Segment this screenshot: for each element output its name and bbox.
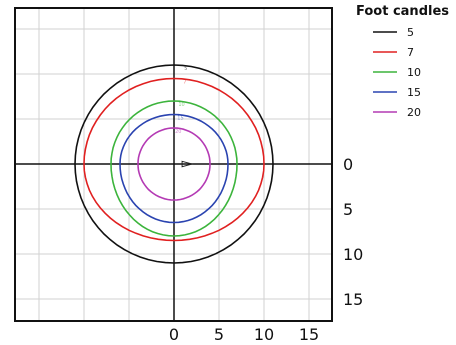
- plot-frame: [14, 7, 333, 322]
- legend-label-5: 5: [407, 26, 414, 39]
- origin-marker-icon: [181, 160, 194, 168]
- y-tick-label: 10: [343, 245, 363, 264]
- legend-label-15: 15: [407, 86, 421, 99]
- legend-label-7: 7: [407, 46, 414, 59]
- tick-labels: 0 5 10 15 0 5 10 15: [169, 155, 363, 344]
- contour-line-15: [119, 113, 229, 224]
- y-tick-label: 0: [343, 155, 353, 174]
- origin-marker-group: [181, 160, 194, 168]
- x-tick-label: 15: [299, 325, 319, 344]
- y-tick-label: 5: [343, 200, 353, 219]
- x-tick-label: 5: [214, 325, 224, 344]
- contour-curves: 5 7 10 15 20: [74, 64, 274, 264]
- legend-label-10: 10: [407, 66, 421, 79]
- axes: [15, 8, 332, 321]
- contour-line-20: [137, 127, 211, 201]
- legend-label-20: 20: [407, 106, 421, 119]
- contour-line-10: [110, 100, 238, 237]
- contour-value-label-15: 15: [177, 116, 183, 122]
- x-tick-label: 10: [254, 325, 274, 344]
- contour-line-5: [74, 64, 274, 264]
- legend-title: Foot candles: [356, 4, 449, 19]
- contour-value-label-7: 7: [183, 80, 186, 86]
- x-tick-label: 0: [169, 325, 179, 344]
- y-tick-label: 15: [343, 290, 363, 309]
- contour-value-label-5: 5: [184, 66, 187, 72]
- contour-line-7: [83, 77, 265, 242]
- contour-value-label-20: 20: [175, 129, 181, 135]
- contour-value-label-10: 10: [178, 102, 184, 108]
- legend: 5 7 10 15 20: [373, 26, 421, 119]
